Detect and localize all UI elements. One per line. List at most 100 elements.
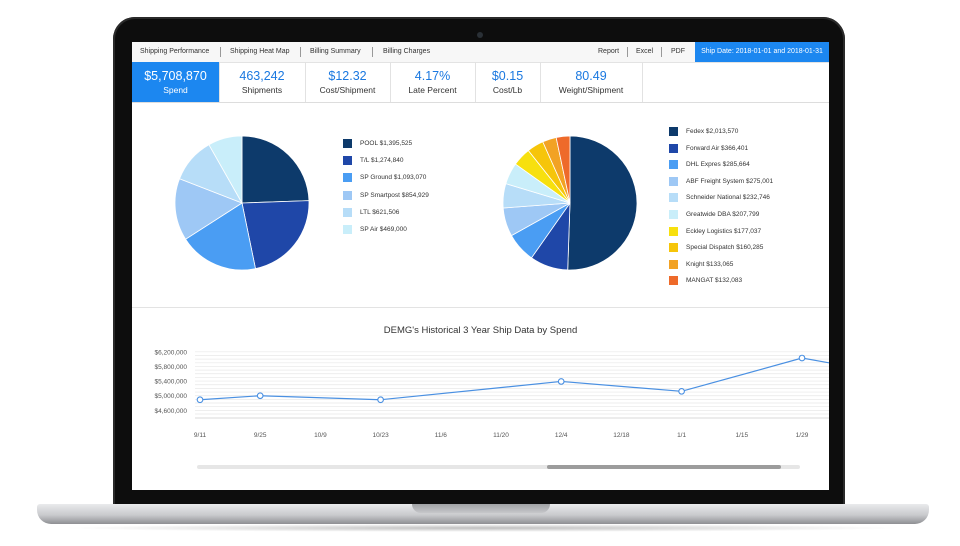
x-tick-label: 9/11 <box>194 432 207 439</box>
legend-swatch <box>669 143 678 153</box>
tab-shipping-heat-map[interactable]: Shipping Heat Map <box>230 48 290 55</box>
legend-item[interactable]: SP Ground $1,093,070 <box>343 173 427 183</box>
x-tick-label: 11/20 <box>493 432 509 439</box>
legend-label: Fedex $2,013,570 <box>686 128 739 135</box>
legend-item[interactable]: T/L $1,274,840 <box>343 156 404 166</box>
kpi-bar: $5,708,870 Spend 463,242 Shipments $12.3… <box>132 62 829 103</box>
legend-label: T/L $1,274,840 <box>360 157 404 165</box>
data-point[interactable] <box>196 396 204 404</box>
screen: Shipping Performance Shipping Heat Map B… <box>132 42 829 490</box>
x-tick-label: 12/18 <box>613 432 630 439</box>
legend-swatch <box>343 156 352 166</box>
tab-billing-summary[interactable]: Billing Summary <box>310 48 361 55</box>
legend-item[interactable]: Knight $133,065 <box>669 259 733 269</box>
legend-item[interactable]: Fedex $2,013,570 <box>669 127 738 136</box>
pie-slice[interactable] <box>567 135 638 271</box>
kpi-cost-per-lb[interactable]: $0.15 Cost/Lb <box>475 62 541 102</box>
report-button[interactable]: Report <box>598 48 620 55</box>
kpi-spend[interactable]: $5,708,870 Spend <box>132 62 220 102</box>
laptop-notch <box>412 504 550 513</box>
chart-scrollbar-thumb[interactable] <box>547 465 781 469</box>
kpi-label: Spend <box>163 85 188 95</box>
legend-item[interactable]: Special Dispatch $160,285 <box>669 243 763 253</box>
legend-swatch <box>669 259 678 269</box>
legend-item[interactable]: Forward Air $366,401 <box>669 143 748 153</box>
spend-line-chart: $6,200,000 $5,800,000 $5,400,000 $5,000,000… <box>154 349 829 439</box>
legend-label: SP Ground $1,093,070 <box>360 174 427 182</box>
legend-item[interactable]: Greatwide DBA $207,799 <box>669 210 759 219</box>
series-line <box>199 357 829 401</box>
tab-shipping-performance[interactable]: Shipping Performance <box>140 48 210 55</box>
legend-swatch <box>343 225 352 234</box>
kpi-label: Late Percent <box>408 85 457 95</box>
data-point[interactable] <box>557 378 565 385</box>
pdf-button[interactable]: PDF <box>671 48 685 55</box>
line-chart-title: DEMG's Historical 3 Year Ship Data by Sp… <box>383 325 578 336</box>
kpi-value: $0.15 <box>491 69 524 83</box>
legend-item[interactable]: DHL Expres $285,664 <box>669 160 750 170</box>
pie-slice[interactable] <box>241 200 310 270</box>
legend-swatch <box>343 173 352 183</box>
y-tick-label: $5,400,000 <box>154 379 187 386</box>
laptop-shadow <box>60 524 906 532</box>
kpi-weight-per-shipment[interactable]: 80.49 Weight/Shipment <box>540 62 643 102</box>
pie-slice[interactable] <box>241 135 310 204</box>
y-tick-label: $5,000,000 <box>154 393 187 400</box>
legend-swatch <box>343 207 352 217</box>
top-navigation: Shipping Performance Shipping Heat Map B… <box>132 42 829 63</box>
nav-divider <box>627 47 628 57</box>
legend-label: ABF Freight System $275,001 <box>686 177 774 185</box>
legend-swatch <box>343 139 352 148</box>
y-tick-label: $6,200,000 <box>154 349 187 356</box>
pie-slice[interactable] <box>174 178 243 240</box>
y-tick-label: $5,800,000 <box>154 364 187 371</box>
kpi-label: Shipments <box>241 85 283 95</box>
legend-swatch <box>669 160 678 170</box>
data-point[interactable] <box>377 396 384 404</box>
data-point[interactable] <box>256 392 264 400</box>
legend-label: Eckley Logistics $177,037 <box>686 227 762 235</box>
legend-item[interactable]: SP Smartpost $854,929 <box>343 190 429 200</box>
data-point[interactable] <box>798 354 806 362</box>
tab-billing-charges[interactable]: Billing Charges <box>383 48 431 55</box>
legend-label: POOL $1,395,525 <box>360 140 413 147</box>
kpi-cost-per-shipment[interactable]: $12.32 Cost/Shipment <box>305 62 391 102</box>
legend-item[interactable]: MANGAT $132,083 <box>669 276 742 286</box>
legend-swatch <box>669 176 678 186</box>
legend-swatch <box>669 193 678 203</box>
pie-slice[interactable] <box>208 135 243 205</box>
y-tick-label: $4,600,000 <box>154 408 187 415</box>
x-tick-label: 1/1 <box>677 432 686 439</box>
kpi-value: 80.49 <box>575 69 607 83</box>
legend-item[interactable]: LTL $621,506 <box>343 207 399 217</box>
nav-divider <box>300 47 301 57</box>
x-tick-label: 11/6 <box>435 432 448 439</box>
ship-date-filter[interactable]: Ship Date: 2018-01-01 and 2018-01-31 <box>695 42 829 62</box>
kpi-value: 4.17% <box>414 69 451 83</box>
x-tick-label: 9/25 <box>254 432 267 439</box>
legend-label: Greatwide DBA $207,799 <box>686 211 760 218</box>
kpi-label: Weight/Shipment <box>558 85 624 95</box>
legend-item[interactable]: Eckley Logistics $177,037 <box>669 226 762 236</box>
camera-icon <box>477 32 483 38</box>
legend-swatch <box>343 190 352 200</box>
legend-swatch <box>669 226 678 236</box>
chart-scrollbar[interactable] <box>197 465 800 469</box>
pie-slice[interactable] <box>185 202 256 271</box>
legend-item[interactable]: ABF Freight System $275,001 <box>669 176 774 186</box>
legend-item[interactable]: SP Air $469,000 <box>343 225 407 234</box>
legend-label: SP Smartpost $854,929 <box>360 191 429 199</box>
legend-item[interactable]: Schneider National $232,746 <box>669 193 770 203</box>
x-tick-label: 1/29 <box>796 432 809 439</box>
legend-item[interactable]: POOL $1,395,525 <box>343 139 412 148</box>
data-point[interactable] <box>678 387 685 395</box>
service-spend-pie-chart <box>174 135 310 271</box>
excel-button[interactable]: Excel <box>636 48 654 55</box>
x-tick-label: 12/4 <box>555 432 568 439</box>
kpi-label: Cost/Shipment <box>319 85 376 95</box>
kpi-late-percent[interactable]: 4.17% Late Percent <box>390 62 476 102</box>
x-tick-label: 10/9 <box>314 432 327 439</box>
pie-slice[interactable] <box>555 135 571 204</box>
kpi-shipments[interactable]: 463,242 Shipments <box>219 62 306 102</box>
kpi-label: Cost/Lb <box>492 85 523 95</box>
